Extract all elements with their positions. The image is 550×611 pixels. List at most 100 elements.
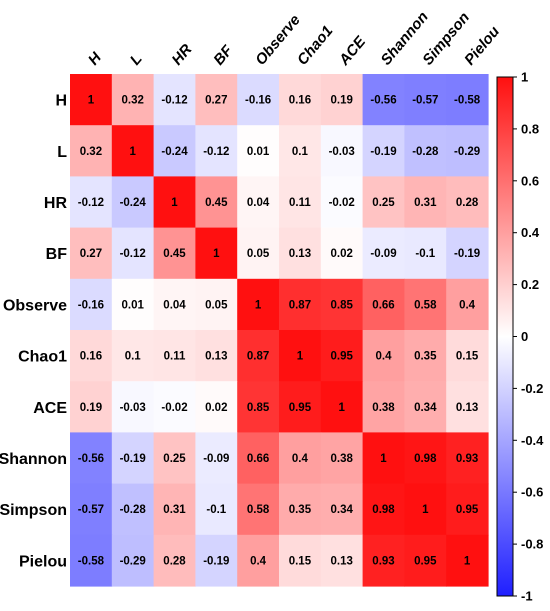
cell-value-label: 0.93	[456, 453, 478, 465]
cell-value-label: -0.19	[370, 146, 396, 158]
row-labels: H L HR BF Observe Chao1 ACE Shannon Simpson Pielo…	[0, 93, 67, 571]
cell-value-label: 0.85	[247, 402, 270, 414]
cell-value-label: -0.28	[412, 146, 439, 158]
heatmap-cell	[237, 432, 280, 485]
row-label: Simpson	[0, 502, 67, 519]
heatmap-cell	[320, 330, 364, 382]
colorbar: 1 0.8 0.6 0.4 0.2 0 -0.2 -0.4 -0.6 -0.8 -1	[496, 70, 544, 604]
colorbar-tick-label: 0.2	[521, 277, 539, 292]
heatmap-cell	[279, 278, 322, 331]
cell-value-label: -0.57	[78, 504, 104, 516]
row-label: ACE	[33, 400, 67, 417]
heatmap-cell	[195, 227, 238, 280]
colorbar-tick-label: 0.8	[521, 121, 539, 136]
heatmap-cell	[362, 176, 405, 229]
colorbar-tick-label: 0.6	[521, 173, 539, 188]
row-label: HR	[44, 195, 68, 212]
heatmap-cell	[279, 330, 322, 382]
cell-value-label: 0.02	[331, 248, 353, 260]
heatmap-cell	[362, 432, 405, 485]
cell-value-label: 0.11	[164, 351, 186, 363]
column-label: Chao1	[294, 23, 336, 69]
cell-value-label: -0.02	[329, 197, 355, 209]
heatmap-cell	[362, 330, 405, 382]
cell-value-label: 0.35	[414, 351, 437, 363]
colorbar-tick-label: -0.2	[521, 381, 543, 396]
heatmap-cell	[153, 381, 196, 433]
cell-value-label: 0.27	[205, 95, 227, 107]
heatmap-cell	[70, 176, 113, 229]
heatmap-cell	[320, 278, 364, 331]
heatmap-cell	[446, 381, 489, 433]
heatmap-cell	[70, 483, 113, 536]
heatmap-cell	[153, 227, 196, 280]
cell-value-label: -0.1	[415, 248, 435, 260]
heatmap-cell	[70, 227, 113, 280]
cell-value-label: -0.02	[161, 402, 187, 414]
row-label: Pielou	[19, 553, 67, 570]
cell-value-label: -0.56	[78, 453, 104, 465]
cell-value-label: -0.19	[203, 555, 229, 567]
cell-value-label: -0.12	[203, 146, 229, 158]
heatmap-cell	[446, 176, 489, 229]
heatmap-cell	[404, 534, 447, 587]
cell-value-label: 1	[297, 351, 304, 363]
row-label: L	[57, 144, 67, 161]
heatmap-cell	[195, 278, 238, 331]
heatmap-cell	[111, 330, 155, 382]
cell-value-label: 0.95	[414, 555, 437, 567]
column-label: ACE	[335, 33, 370, 70]
colorbar-tick-label: -0.6	[521, 485, 543, 500]
heatmap-cells: 1 0.32 -0.12 0.27 -0.16 0.16 0.19 -0.56 -0.57 -0.…	[70, 74, 489, 587]
column-label: H	[85, 48, 106, 68]
heatmap-cell	[404, 330, 447, 382]
cell-value-label: 1	[213, 248, 220, 260]
colorbar-tick-label: -1	[521, 589, 533, 604]
cell-value-label: 0.28	[456, 197, 479, 209]
heatmap-cell	[320, 125, 364, 177]
cell-value-label: 0.13	[289, 248, 311, 260]
heatmap-cell	[404, 227, 447, 280]
heatmap-cell	[195, 534, 238, 587]
cell-value-label: -0.16	[245, 95, 271, 107]
cell-value-label: -0.58	[454, 95, 481, 107]
heatmap-cell	[320, 227, 364, 280]
cell-value-label: 1	[129, 146, 136, 158]
heatmap-cell	[362, 483, 405, 536]
heatmap-cell	[195, 381, 238, 433]
cell-value-label: 0.32	[80, 146, 102, 158]
cell-value-label: 0.19	[80, 402, 102, 414]
cell-value-label: 0.66	[372, 299, 394, 311]
cell-value-label: 0.34	[414, 402, 437, 414]
cell-value-label: 0.25	[372, 197, 395, 209]
heatmap-cell	[237, 278, 280, 331]
cell-value-label: 0.31	[414, 197, 437, 209]
heatmap-cell	[195, 330, 238, 382]
heatmap-cell	[404, 483, 447, 536]
cell-value-label: 0.11	[289, 197, 311, 209]
heatmap-cell	[70, 534, 113, 587]
heatmap-cell	[362, 125, 405, 177]
cell-value-label: -0.29	[454, 146, 480, 158]
heatmap-cell	[237, 381, 280, 433]
cell-value-label: -0.19	[120, 453, 146, 465]
heatmap-cell	[362, 534, 405, 587]
heatmap-cell	[111, 227, 155, 280]
heatmap-cell	[237, 125, 280, 177]
heatmap-cell	[446, 483, 489, 536]
cell-value-label: 0.66	[247, 453, 269, 465]
heatmap-cell	[320, 534, 364, 587]
heatmap-cell	[279, 432, 322, 485]
heatmap-cell	[404, 125, 447, 177]
heatmap-cell	[404, 278, 447, 331]
column-label: BF	[210, 42, 236, 69]
cell-value-label: 0.13	[331, 555, 353, 567]
cell-value-label: -0.28	[120, 504, 147, 516]
cell-value-label: 0.19	[331, 95, 353, 107]
cell-value-label: 0.01	[122, 299, 145, 311]
cell-value-label: 0.05	[205, 299, 228, 311]
cell-value-label: 0.32	[122, 95, 144, 107]
heatmap-cell	[279, 227, 322, 280]
cell-value-label: 0.45	[205, 197, 228, 209]
